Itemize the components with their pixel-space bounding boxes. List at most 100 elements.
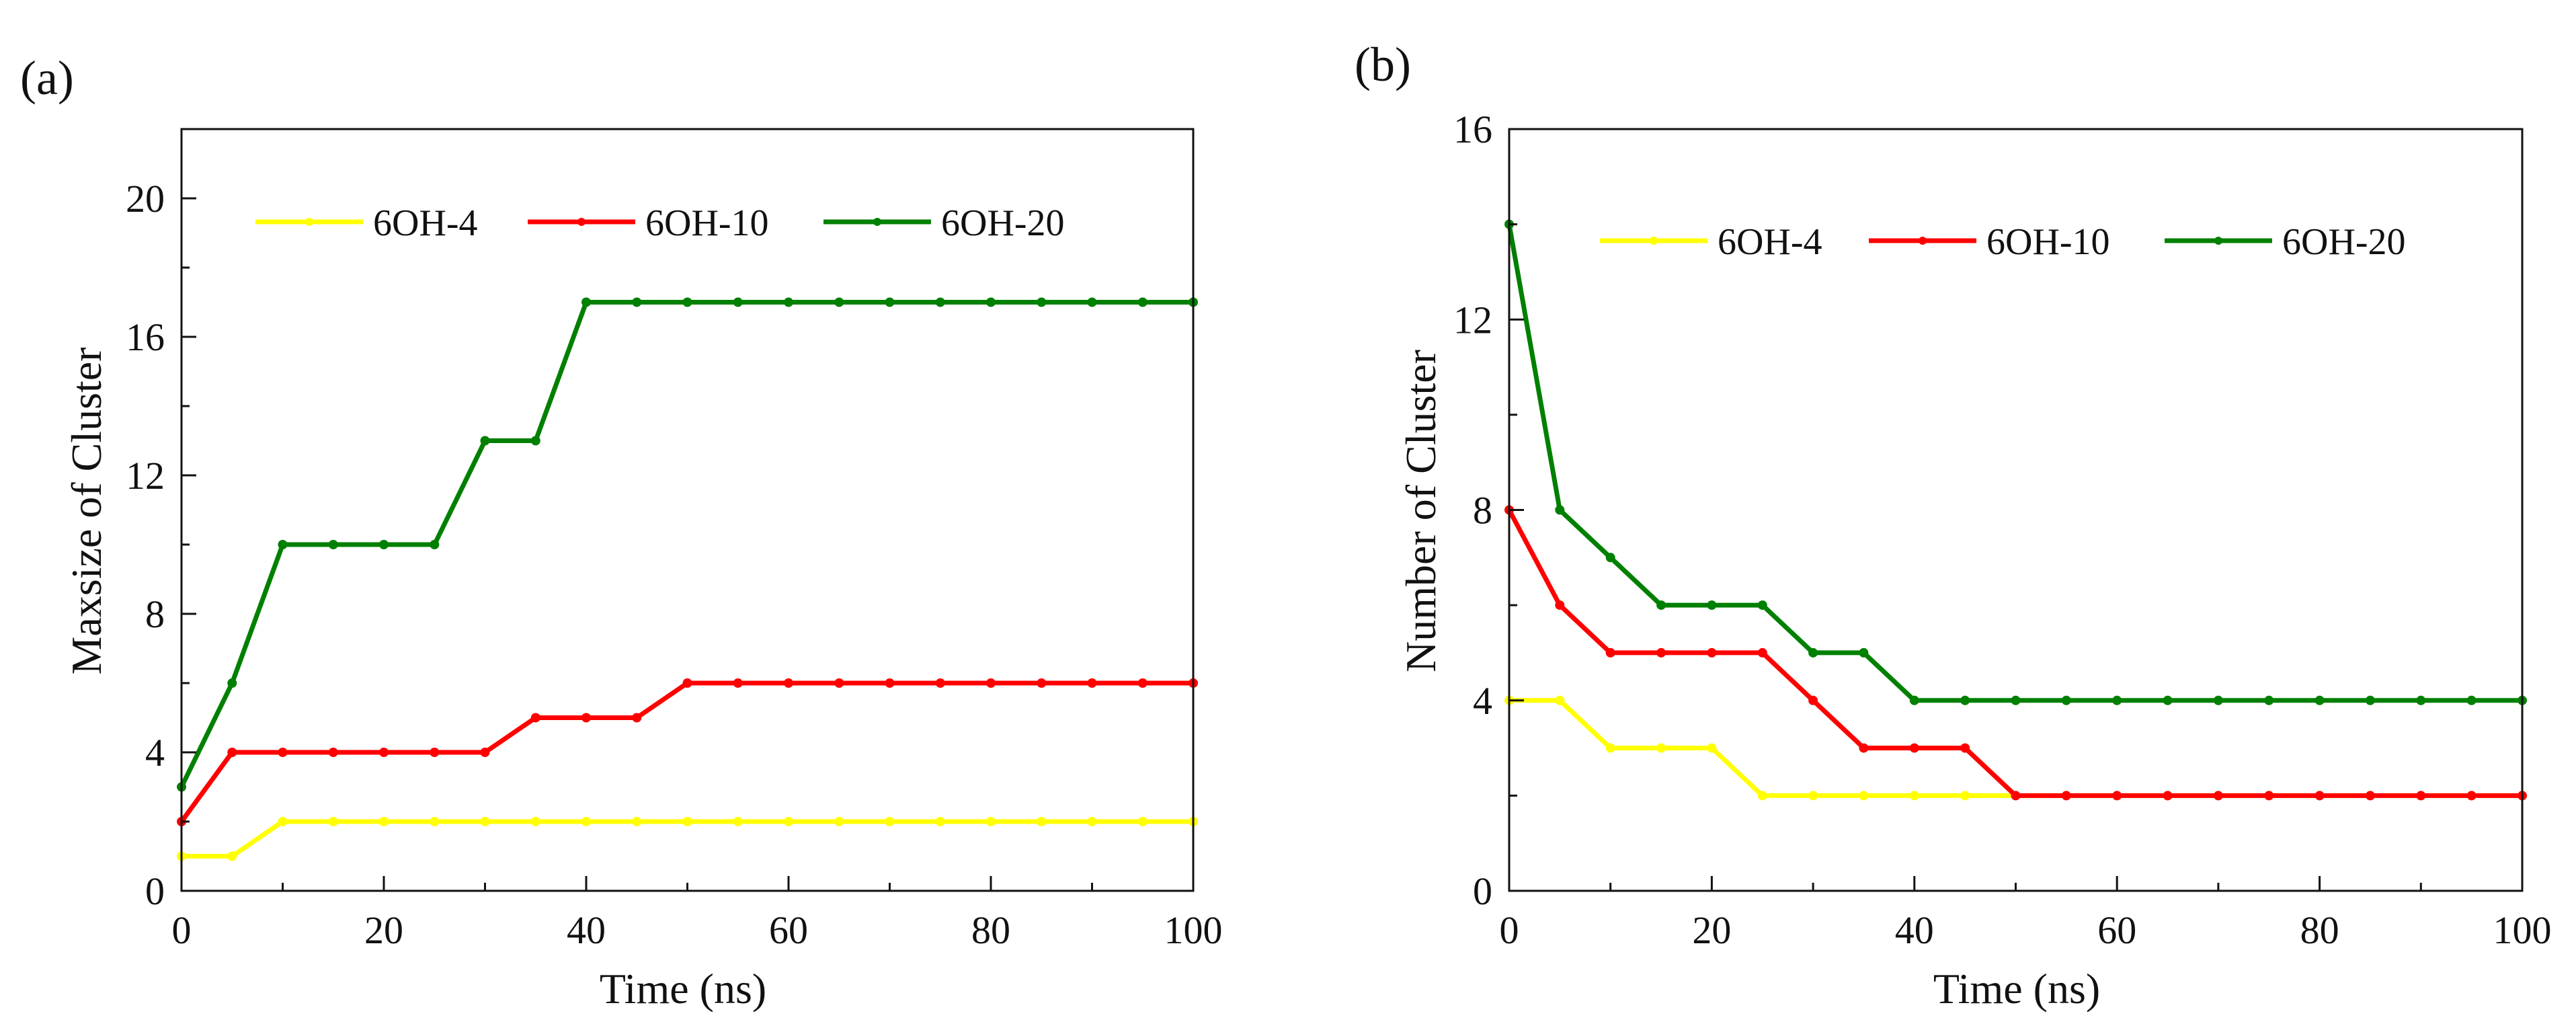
panel-b-y-tick-label-8: 8 [1473,489,1492,532]
panel-b-point-6oh-10-15 [1656,647,1666,658]
panel-a-x-axis-label: Time (ns) [600,965,766,1013]
panel-a-point-6oh-20-50 [682,297,692,307]
panel-b-point-6oh-20-15 [1656,600,1666,610]
panel-b-line-6oh-20 [1506,222,2525,703]
panel-a-y-tick-label-12: 12 [126,454,165,498]
panel-a-point-6oh-4-10 [278,817,288,826]
panel-label-a: (a) [20,51,74,105]
panel-a-point-6oh-20-40 [581,297,591,307]
panel-label-b: (b) [1355,38,1411,91]
panel-b-series-6oh-10 [1504,505,2527,801]
panel-b-point-6oh-20-30 [1808,647,1818,658]
panel-a-legend-item-6oh-4: 6OH-4 [255,202,478,244]
panel-a-series-6oh-10 [177,678,1198,826]
panel-b-legend-item-6oh-20: 6OH-20 [2165,221,2406,263]
panel-a-point-6oh-4-15 [328,817,338,826]
panel-a-point-6oh-20-5 [227,678,237,688]
panel-b-y-tick-label-4: 4 [1473,679,1492,723]
panel-a-point-6oh-4-85 [1037,817,1047,826]
panel-b-point-6oh-4-25 [1757,791,1767,801]
panel-b-x-tick-label-80: 80 [2300,908,2339,952]
panel-b-y-axis-label: Number of Cluster [1397,350,1445,672]
panel-a-point-6oh-10-50 [682,678,692,688]
panel-b-legend-label-6oh-10: 6OH-10 [1986,221,2110,263]
panel-b-point-6oh-20-35 [1859,647,1869,658]
panel-b-point-6oh-20-25 [1757,600,1767,610]
panel-b-point-6oh-20-45 [1960,695,1970,705]
panel-b-point-6oh-20-60 [2112,695,2122,705]
panel-a-point-6oh-10-45 [632,713,642,723]
panel-a-point-6oh-10-25 [430,748,440,757]
panel-a-point-6oh-20-20 [379,540,389,549]
panel-b-point-6oh-4-5 [1555,695,1565,705]
panel-a-point-6oh-20-80 [986,297,996,307]
panel-a-point-6oh-10-95 [1137,678,1148,688]
panel-b-x-axis-label: Time (ns) [1933,965,2100,1013]
panel-a-point-6oh-4-45 [632,817,642,826]
panel-b: (b) 0 20 40 60 80 100 0 4 8 12 16 Time (ns) Number… [1355,38,2552,1013]
panel-a-point-6oh-10-30 [480,748,490,757]
panel-b-point-6oh-4-30 [1808,791,1818,801]
panel-a-point-6oh-4-65 [834,817,844,826]
panel-b-x-tick-label-20: 20 [1692,908,1731,952]
panel-b-series [1504,219,2527,801]
panel-b-point-6oh-20-90 [2416,695,2426,705]
panel-b-point-6oh-10-90 [2416,791,2426,801]
panel-a-point-6oh-10-70 [885,678,895,688]
panel-b-legend-label-6oh-4: 6OH-4 [1718,221,1822,263]
panel-b-series-6oh-20 [1504,219,2527,705]
panel-a-point-6oh-10-60 [784,678,793,688]
panel-b-point-6oh-10-5 [1555,600,1565,610]
panel-b-point-6oh-10-30 [1808,695,1818,705]
panel-b-point-6oh-4-10 [1605,743,1615,753]
panel-a: (a) 0 20 40 60 80 100 0 4 8 12 16 20 Time (ns) Maxs… [20,51,1223,1013]
panel-a-legend: 6OH-4 6OH-10 6OH-20 [255,202,1065,244]
panel-a-legend-item-6oh-10: 6OH-10 [528,202,769,244]
panel-a-point-6oh-20-30 [480,436,490,446]
panel-a-point-6oh-20-10 [278,540,288,549]
panel-a-point-6oh-20-70 [885,297,895,307]
panel-a-point-6oh-4-30 [480,817,490,826]
panel-b-point-6oh-10-20 [1707,647,1717,658]
panel-b-point-6oh-20-85 [2365,695,2375,705]
panel-a-x-tick-label-40: 40 [567,908,606,952]
panel-a-point-6oh-4-50 [682,817,692,826]
panel-a-point-6oh-4-70 [885,817,895,826]
panel-b-point-6oh-10-45 [1960,743,1970,753]
panel-b-point-6oh-20-95 [2466,695,2477,705]
panel-a-point-6oh-10-75 [935,678,945,688]
panel-a-point-6oh-10-65 [834,678,844,688]
panel-a-point-6oh-4-60 [784,817,793,826]
panel-b-point-6oh-20-75 [2264,695,2274,705]
panel-b-point-6oh-4-45 [1960,791,1970,801]
panel-a-y-tick-label-20: 20 [126,177,165,221]
panel-a-point-6oh-10-55 [733,678,743,688]
panel-b-y-tick-label-12: 12 [1453,298,1492,342]
panel-a-point-6oh-10-40 [581,713,591,723]
panel-a-point-6oh-4-5 [227,851,237,861]
panel-b-x-tick-label-40: 40 [1895,908,1934,952]
panel-a-legend-item-6oh-20: 6OH-20 [823,202,1065,244]
panel-b-x-tick-label-0: 0 [1500,908,1519,952]
panel-a-point-6oh-10-85 [1037,678,1047,688]
panel-b-point-6oh-20-65 [2163,695,2173,705]
panel-b-point-6oh-10-25 [1757,647,1767,658]
panel-a-point-6oh-20-75 [935,297,945,307]
panel-a-legend-label-6oh-10: 6OH-10 [645,202,769,244]
panel-b-point-6oh-20-55 [2061,695,2071,705]
panel-b-point-6oh-4-40 [1909,791,1919,801]
panel-a-y-axis-label: Maxsize of Cluster [63,348,110,675]
panel-b-point-6oh-10-85 [2365,791,2375,801]
panel-b-point-6oh-10-80 [2315,791,2325,801]
panel-a-point-6oh-20-90 [1087,297,1097,307]
panel-a-point-6oh-20-55 [733,297,743,307]
panel-a-point-6oh-4-20 [379,817,389,826]
panel-a-series [177,297,1198,861]
panel-a-y-tick-label-16: 16 [126,315,165,359]
panel-b-legend-label-6oh-20: 6OH-20 [2282,221,2406,263]
panel-a-axes: 0 20 40 60 80 100 0 4 8 12 16 20 [126,128,1223,952]
panel-a-x-tick-label-0: 0 [172,908,192,952]
panel-b-point-6oh-10-35 [1859,743,1869,753]
panel-b-point-6oh-20-5 [1555,505,1565,515]
